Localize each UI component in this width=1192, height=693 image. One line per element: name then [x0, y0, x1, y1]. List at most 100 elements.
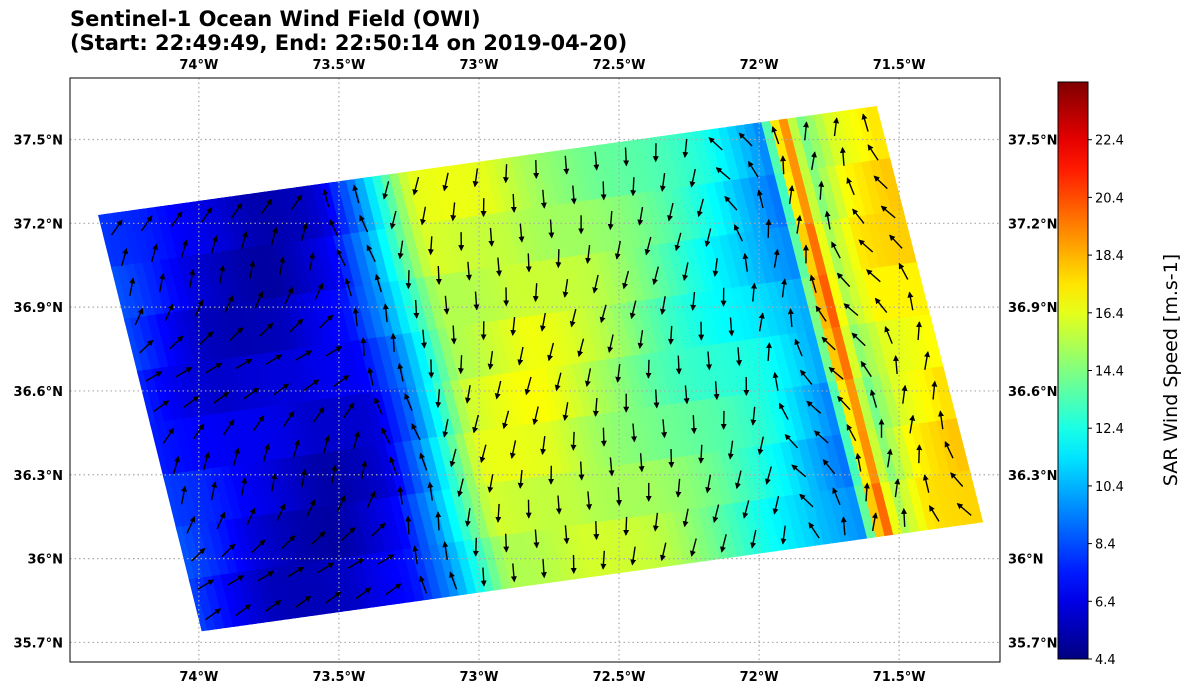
- wind-arrow: [836, 272, 851, 288]
- wind-arrow: [592, 274, 599, 294]
- wind-arrow: [413, 299, 420, 319]
- wind-arrow: [758, 312, 765, 332]
- wind-arrow: [502, 164, 509, 184]
- wind-arrow: [252, 415, 265, 432]
- wind-arrow: [181, 485, 188, 505]
- wind-arrow: [772, 496, 780, 515]
- wind-arrow: [831, 241, 841, 259]
- wind-arrow: [569, 308, 577, 328]
- wind-arrow: [241, 477, 248, 496]
- wind-arrow: [697, 198, 704, 218]
- y-tick-label-right: 36°N: [1008, 553, 1043, 568]
- wind-arrow: [631, 423, 638, 443]
- y-tick-label-right: 36.3°N: [1008, 469, 1057, 484]
- wind-arrow: [750, 282, 757, 302]
- wind-arrow: [464, 384, 471, 404]
- wind-arrow: [794, 338, 803, 357]
- wind-arrow: [808, 522, 820, 539]
- y-tick-label-left: 37.5°N: [14, 133, 63, 148]
- wind-arrow: [750, 529, 757, 549]
- wind-arrow: [331, 464, 338, 484]
- wind-arrow: [279, 256, 286, 276]
- wind-arrow: [866, 269, 881, 283]
- wind-arrow: [210, 235, 218, 254]
- wind-arrow: [352, 307, 359, 327]
- y-tick-label-left: 36.9°N: [14, 301, 63, 316]
- wind-arrow: [235, 604, 252, 616]
- wind-arrow: [593, 151, 600, 171]
- wind-arrow: [715, 167, 731, 180]
- wind-arrow: [517, 469, 524, 489]
- wind-arrow: [683, 385, 690, 405]
- wind-arrow: [570, 185, 577, 205]
- wind-arrow: [898, 262, 909, 280]
- y-tick-label-left: 35.7°N: [14, 636, 63, 651]
- wind-arrow: [540, 189, 547, 209]
- wind-arrow: [213, 391, 230, 404]
- swath-cell: [891, 209, 921, 268]
- wind-arrow: [472, 537, 479, 557]
- wind-arrow: [600, 427, 607, 447]
- wind-arrow: [359, 214, 369, 233]
- swath-cell: [865, 105, 895, 164]
- wind-arrow: [191, 547, 206, 562]
- wind-arrow: [832, 487, 841, 506]
- wind-arrow: [472, 414, 479, 434]
- wind-arrow: [473, 291, 480, 311]
- wind-arrow: [367, 367, 374, 386]
- wind-arrow: [765, 466, 772, 485]
- wind-arrow: [200, 206, 213, 223]
- x-tick-label-bottom: 72°W: [740, 670, 779, 685]
- colorbar-tick-label: 20.4: [1095, 191, 1124, 206]
- wind-arrow: [180, 239, 188, 258]
- wind-arrow: [706, 351, 713, 371]
- wind-arrow: [333, 375, 350, 387]
- wind-arrow: [869, 389, 878, 408]
- wind-arrow: [322, 188, 330, 208]
- wind-arrow: [377, 554, 395, 565]
- y-tick-label-right: 37.5°N: [1008, 133, 1057, 148]
- wind-arrow: [851, 332, 866, 347]
- wind-arrow: [860, 360, 872, 378]
- wind-arrow: [336, 248, 346, 267]
- wind-arrow: [712, 258, 719, 277]
- swath-cell: [931, 365, 961, 424]
- wind-arrow: [893, 355, 900, 375]
- wind-arrow: [229, 327, 244, 341]
- x-tick-label-top: 71.5°W: [873, 58, 926, 73]
- wind-arrow: [389, 456, 398, 475]
- colorbar-tick-label: 6.4: [1095, 595, 1116, 610]
- wind-arrow: [306, 499, 316, 517]
- wind-arrow: [360, 337, 367, 357]
- wind-arrow: [374, 397, 383, 416]
- wind-arrow: [284, 286, 294, 305]
- wind-arrow: [240, 231, 248, 250]
- colorbar: 22.4 20.4 18.4 16.4 14.4 12.4 10.4 8.4 6.4 4.4 SA…: [1057, 81, 1182, 668]
- wind-arrow: [623, 147, 630, 167]
- wind-arrow: [547, 342, 555, 362]
- wind-arrow: [465, 261, 472, 281]
- wind-arrow: [317, 562, 335, 574]
- swath-cell: [944, 417, 975, 477]
- wind-arrow: [907, 291, 914, 311]
- wind-arrow: [724, 195, 738, 211]
- wind-speed-swath: [98, 105, 984, 632]
- wind-arrow: [121, 247, 129, 267]
- wind-arrow: [479, 444, 487, 464]
- wind-arrow: [748, 160, 759, 178]
- wind-arrow: [791, 464, 807, 478]
- wind-arrow: [295, 350, 313, 361]
- wind-arrow: [301, 468, 308, 488]
- wind-arrow: [309, 252, 316, 272]
- wind-arrow: [189, 268, 196, 288]
- wind-arrow: [140, 215, 153, 232]
- wind-arrow: [682, 139, 689, 158]
- swath-cell: [918, 313, 948, 372]
- wind-arrow: [554, 372, 562, 392]
- wind-arrow: [735, 470, 742, 490]
- wind-arrow: [249, 260, 256, 280]
- colorbar-tick-label: 4.4: [1095, 653, 1116, 668]
- wind-arrow: [675, 478, 682, 498]
- wind-arrow: [371, 522, 386, 537]
- axis-tick-labels: 74°W 74°W 73.5°W 73.5°W 73°W 73°W 72.5°W 72.5°W…: [14, 58, 1058, 685]
